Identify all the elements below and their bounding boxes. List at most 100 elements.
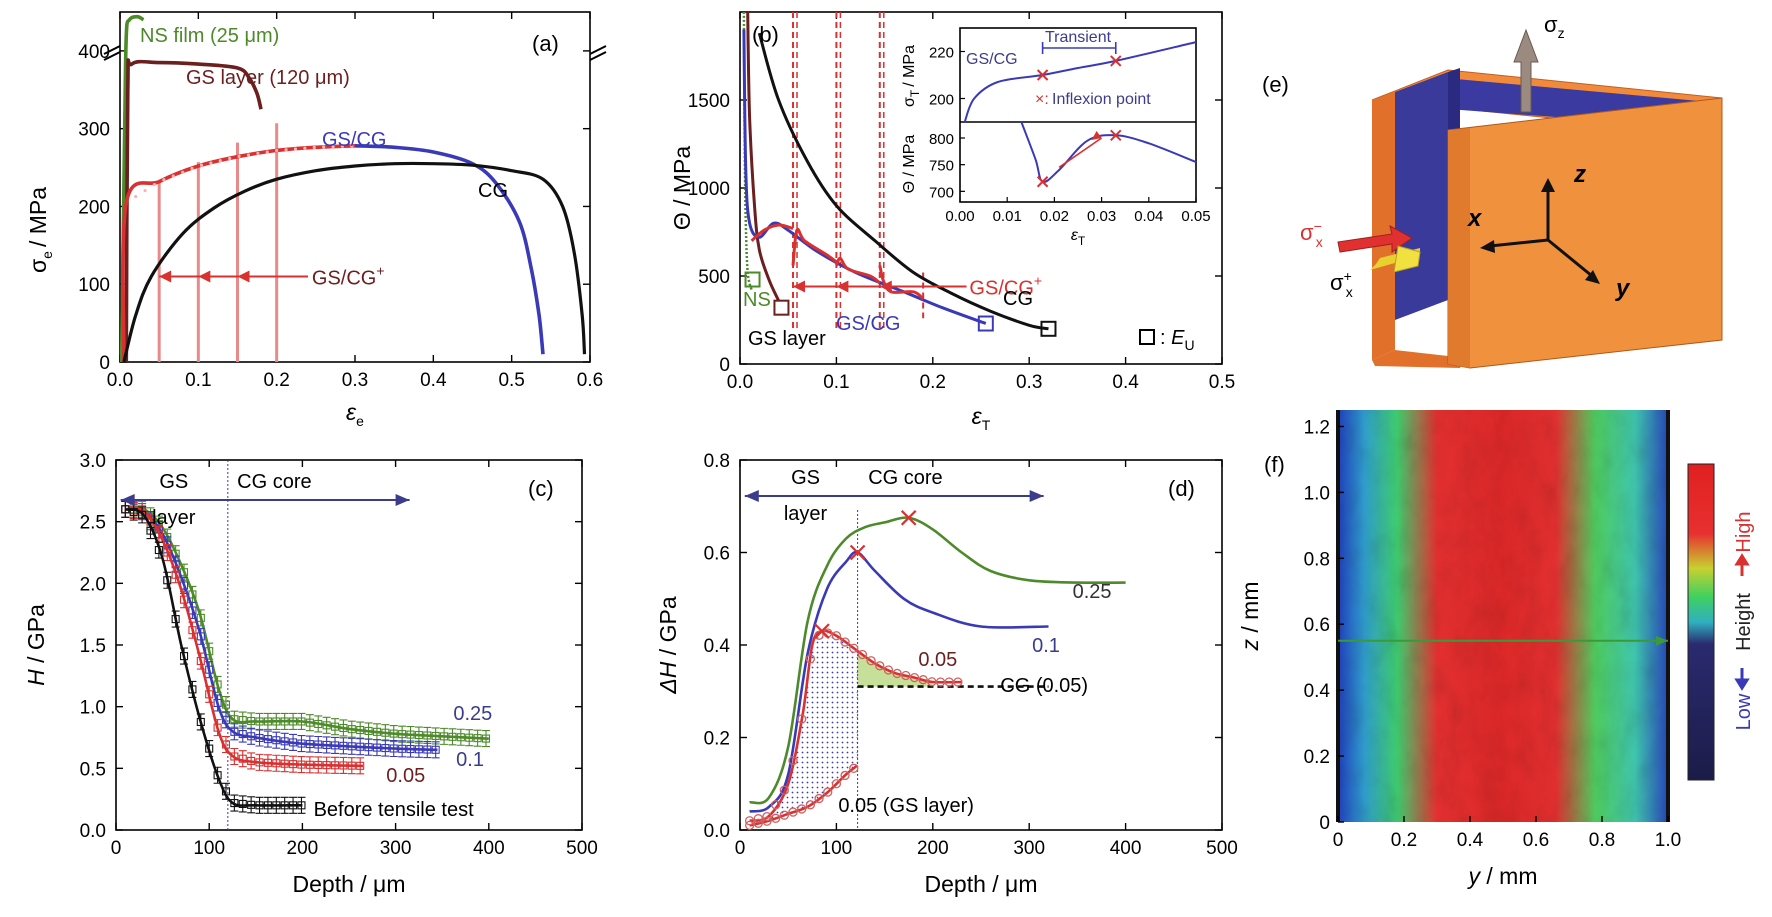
inflexion-point-marker <box>1110 129 1122 142</box>
colorbar-up-arrow <box>1734 553 1750 576</box>
eu-colon: : <box>1160 327 1171 349</box>
inset-xtick-label: 0.05 <box>1181 208 1210 225</box>
panel-d-label: (d) <box>1168 476 1195 501</box>
data-marker <box>221 700 231 709</box>
data-marker <box>238 729 247 739</box>
data-marker <box>221 715 231 724</box>
errorbar <box>272 731 281 749</box>
errorbar <box>205 661 214 679</box>
errorbar <box>465 729 474 747</box>
data-marker <box>297 801 306 810</box>
data-marker <box>205 690 214 699</box>
data-marker <box>406 730 415 739</box>
eu-legend-label: : EU <box>1160 327 1195 353</box>
errorbar <box>356 721 365 739</box>
series-0-25 <box>125 506 489 740</box>
data-marker <box>314 719 323 729</box>
data-marker <box>188 606 197 615</box>
colorbar-low-label: Low <box>1733 693 1755 730</box>
series-gs-cg-blue <box>354 144 545 355</box>
data-marker <box>762 811 772 822</box>
x-axis-arrowhead <box>1480 240 1495 253</box>
errorbar <box>188 680 197 698</box>
panel-c-xtick-label: 100 <box>193 838 225 859</box>
errorbar <box>221 782 230 800</box>
data-marker <box>372 727 382 736</box>
errorbar <box>381 739 390 757</box>
data-marker <box>356 742 365 751</box>
errorbar <box>205 685 214 703</box>
region-arrowhead-left <box>744 490 759 502</box>
errorbar <box>347 737 356 755</box>
ylabel-rest: / GPa <box>23 604 49 669</box>
panel-a: 0.0 0.1 0.2 0.3 0.4 0.5 0.60100200300400GS/CG+… <box>25 11 607 429</box>
data-marker <box>788 807 798 817</box>
panel-b-plot <box>742 12 1049 331</box>
eu-sub: U <box>1184 337 1194 353</box>
data-marker <box>771 800 781 810</box>
box-bottom-left <box>1372 350 1462 368</box>
gscg-marker <box>331 145 335 149</box>
inset-xtick-label: 0.01 <box>993 208 1022 225</box>
panel-a-ytick-label: 400 <box>78 42 110 63</box>
inflexion-arrow <box>1058 137 1103 168</box>
data-marker <box>196 613 205 622</box>
panel-b-inset: 0.00 0.01 0.02 0.03 0.04 0.05 200 220 700 750 800 T… <box>901 27 1211 248</box>
inset-bottom-ytick-label: 750 <box>929 158 954 175</box>
errorbar <box>171 566 180 584</box>
gscgplus-label: GS/CG+ <box>312 262 385 289</box>
gscg-marker <box>275 148 279 153</box>
inset-top-ylabel-unit: / MPa <box>901 45 918 87</box>
data-marker <box>255 758 264 767</box>
panel-b-xtick-label: 0.2 <box>920 372 946 393</box>
label-005: 0.05 <box>386 765 425 787</box>
xlabel-rest: / mm <box>1480 863 1538 889</box>
errorbar <box>238 725 247 743</box>
data-marker <box>831 631 842 641</box>
panel-a-xtick-label: 0.1 <box>185 370 211 391</box>
xlabel-sub: e <box>356 413 364 429</box>
errorbar <box>196 652 205 670</box>
errorbar <box>272 796 281 814</box>
errorbar <box>423 740 432 759</box>
data-marker <box>381 728 390 737</box>
data-marker <box>289 717 298 726</box>
data-marker <box>901 670 911 681</box>
errorbar <box>221 711 230 729</box>
data-marker <box>431 731 440 740</box>
errorbar <box>339 737 348 755</box>
cg-label: CG <box>478 180 508 202</box>
panel-f-ytick-label: 0.2 <box>1304 747 1330 768</box>
data-marker <box>289 738 298 747</box>
panel-c-xtick-label: 500 <box>566 838 598 859</box>
data-marker <box>289 760 298 769</box>
panel-a-ytick-label: 300 <box>78 120 110 141</box>
panel-f: 0 0.2 0.4 0.6 0.8 1.0 0 0.2 0.4 0.6 0.8 1.0 1.2 (f) z … <box>1237 410 1755 889</box>
data-marker <box>744 816 755 826</box>
eu-main: E <box>1171 327 1185 349</box>
panel-f-ytick-label: 0 <box>1319 813 1330 834</box>
errorbar <box>280 796 289 814</box>
ylabel-main: H <box>23 669 49 686</box>
errorbar <box>398 740 407 758</box>
data-marker <box>263 717 272 726</box>
panel-c-xtick-label: 400 <box>473 838 505 859</box>
panel-a-xtick-label: 0.2 <box>263 370 289 391</box>
data-marker <box>398 730 407 739</box>
data-marker <box>305 740 314 749</box>
data-marker <box>440 732 449 741</box>
gscgplus-arrowhead <box>237 270 250 283</box>
errorbar <box>339 719 348 737</box>
data-marker <box>356 726 365 735</box>
sigma-x-minus-label-sub: x <box>1316 234 1323 250</box>
panel-d-xlabel: Depth / μm <box>925 871 1038 897</box>
eu-marker <box>977 315 994 332</box>
inflexion-point-marker <box>1110 55 1122 67</box>
data-marker <box>230 752 239 761</box>
errorbar <box>247 727 256 745</box>
data-marker <box>857 649 868 660</box>
series-0-05 <box>125 507 364 768</box>
data-marker <box>389 744 398 753</box>
panel-f-xtick-label: 0.8 <box>1589 830 1615 851</box>
panel-d-xtick-label: 400 <box>1110 838 1142 859</box>
